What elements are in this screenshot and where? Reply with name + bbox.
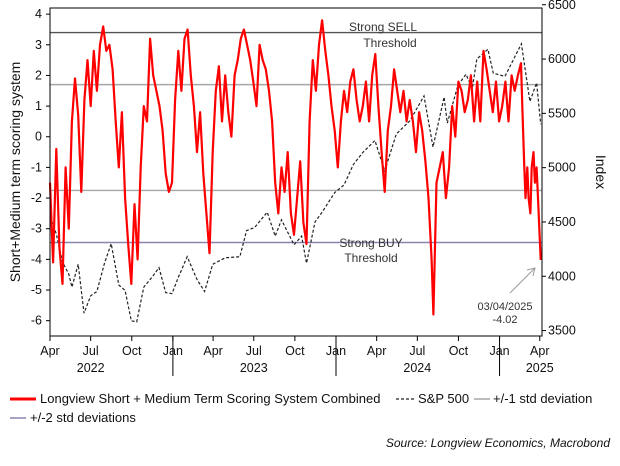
buy-threshold-label-line2: Threshold — [344, 251, 397, 265]
x-axis-month-label: Apr — [203, 344, 222, 358]
left-axis-title: Short+Medium term scoring system — [7, 62, 23, 283]
left-axis-tick-label: 2 — [35, 68, 42, 82]
left-axis-tick-label: 1 — [35, 99, 42, 113]
sell-threshold-label-line2: Threshold — [363, 36, 416, 50]
plot-area — [48, 19, 542, 323]
left-axis-tick-label: 4 — [35, 7, 42, 21]
legend-label-longview: Longview Short + Medium Term Scoring Sys… — [40, 391, 380, 406]
left-axis-tick-label: -4 — [31, 252, 42, 266]
x-axis-month-label: Apr — [40, 344, 59, 358]
left-axis-tick-label: 3 — [35, 38, 42, 52]
last-value-label: -4.02 — [492, 314, 517, 326]
sell-threshold-label-line1: Strong SELL — [349, 20, 417, 34]
right-axis-tick-label: 4500 — [548, 215, 576, 229]
left-axis-tick-label: -1 — [31, 160, 42, 174]
right-axis-tick-label: 5500 — [548, 106, 576, 120]
series-line-longview-score — [48, 19, 542, 316]
left-axis-tick-label: 0 — [35, 130, 42, 144]
right-axis-tick-label: 5000 — [548, 161, 576, 175]
legend-label-sp500: S&P 500 — [418, 391, 469, 406]
x-axis-month-label: Oct — [449, 344, 469, 358]
left-axis-tick-label: -3 — [31, 222, 42, 236]
legend-label-1std: +/-1 std deviation — [493, 391, 592, 406]
x-axis-month-label: Apr — [530, 344, 549, 358]
x-axis-month-label: Jul — [246, 344, 262, 358]
last-date-label: 03/04/2025 — [477, 301, 532, 313]
axes: 4 3 2 1 0 -1 -2 -3 -4 -5 -6 6500 6000 5500 5000 4500 400… — [31, 0, 576, 376]
annotations: Strong SELL Threshold Strong BUY Thresho… — [7, 20, 609, 326]
legend: Longview Short + Medium Term Scoring Sys… — [10, 391, 592, 425]
legend-label-2std: +/-2 std deviations — [30, 410, 136, 425]
right-axis-tick-label: 6500 — [548, 0, 576, 12]
left-axis-tick-label: -2 — [31, 191, 42, 205]
right-axis-tick-label: 4000 — [548, 269, 576, 283]
x-axis-month-label: Jul — [409, 344, 425, 358]
x-axis-year-label: 2024 — [403, 361, 431, 375]
left-axis-tick-label: -6 — [31, 314, 42, 328]
source-note: Source: Longview Economics, Macrobond — [385, 436, 610, 450]
x-axis-year-label: 2023 — [240, 361, 268, 375]
callout-arrowhead — [526, 267, 536, 277]
x-axis-month-label: Jul — [83, 344, 99, 358]
x-axis-month-label: Oct — [122, 344, 142, 358]
x-axis-year-label: 2025 — [526, 361, 554, 375]
callout-arrow — [509, 267, 536, 294]
right-axis-tick-label: 6000 — [548, 52, 576, 66]
right-axis-tick-label: 3500 — [548, 324, 576, 338]
right-axis-title: Index — [593, 155, 609, 189]
buy-threshold-label-line1: Strong BUY — [339, 236, 402, 250]
x-axis-month-label: Oct — [285, 344, 305, 358]
left-axis-tick-label: -5 — [31, 283, 42, 297]
plot-frame — [49, 7, 543, 337]
x-axis-month-label: Apr — [367, 344, 386, 358]
x-axis-year-label: 2022 — [77, 361, 105, 375]
